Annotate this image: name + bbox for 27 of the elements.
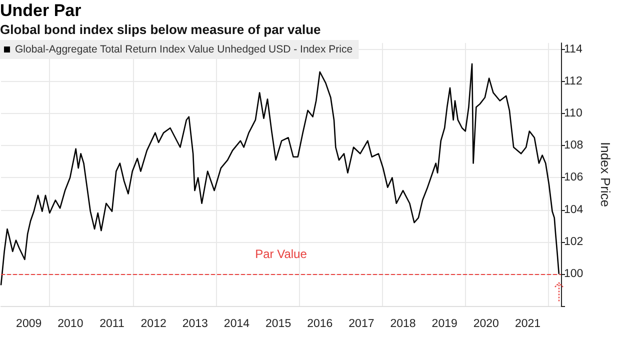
- x-tick-label: 2015: [266, 318, 292, 330]
- x-tick-label: 2011: [100, 318, 124, 330]
- legend-label: Global-Aggregate Total Return Index Value Unhedged USD - Index Price: [15, 44, 353, 56]
- y-tick-label: 114: [564, 43, 583, 56]
- x-tick-label: 2019: [432, 318, 458, 330]
- y-tick-label: 104: [564, 204, 584, 216]
- y-tick-label: 110: [564, 108, 582, 120]
- x-tick-label: 2021: [514, 318, 541, 330]
- x-tick-label: 2013: [182, 318, 208, 330]
- x-tick-label: 2010: [58, 318, 84, 330]
- x-tick-label: 2020: [473, 318, 499, 330]
- y-tick-label: 102: [564, 236, 584, 248]
- line-series: [0, 63, 560, 286]
- y-axis-title: Index Price: [598, 142, 613, 208]
- x-tick-label: 2012: [140, 318, 166, 330]
- x-tick-label: 2017: [348, 318, 374, 330]
- x-tick-label: 2014: [224, 318, 250, 330]
- chart-title: Under Par: [0, 1, 82, 20]
- x-tick-label: 2018: [390, 318, 416, 330]
- x-tick-label: 2016: [307, 318, 333, 330]
- chart-subtitle: Global bond index slips below measure of par value: [0, 22, 321, 37]
- y-tick-label: 100: [564, 268, 584, 280]
- y-tick-label: 108: [564, 140, 584, 152]
- ref-line-label: Par Value: [255, 246, 308, 261]
- y-tick-label: 112: [564, 75, 582, 88]
- y-tick-label: 106: [564, 172, 584, 184]
- x-tick-label: 2009: [16, 318, 42, 330]
